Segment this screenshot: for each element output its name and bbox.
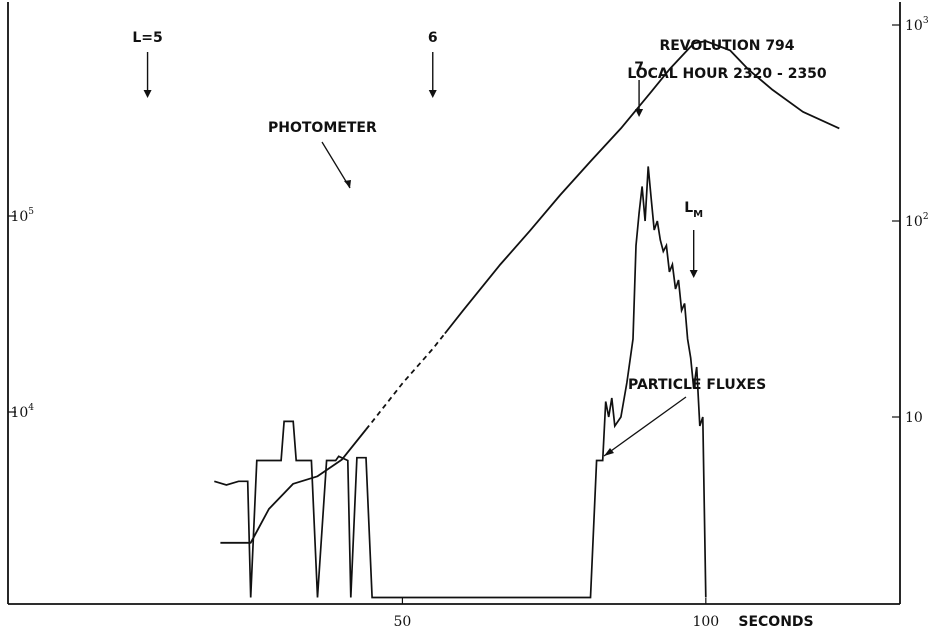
marker-arrowhead-2 xyxy=(635,109,644,117)
series-layer xyxy=(214,40,840,599)
photometer-series-label: PHOTOMETER xyxy=(268,120,377,136)
left-tick-label-1: 105 xyxy=(10,207,34,225)
marker-arrowhead-0 xyxy=(143,90,152,98)
photometer-pointer-arrowhead xyxy=(344,180,351,188)
x-axis-ticks: 50 100 xyxy=(394,598,719,630)
marker-label-2: 7 xyxy=(634,60,644,76)
marker-arrowhead-1 xyxy=(428,90,437,98)
left-axis-ticks: 104 105 xyxy=(8,207,34,421)
particle-flux-series-label: PARTICLE FLUXES xyxy=(628,377,766,393)
marker-arrowhead-3 xyxy=(689,270,698,278)
plot-frame xyxy=(7,2,901,605)
photometer-pointer-line xyxy=(321,141,351,189)
left-tick-label-0: 104 xyxy=(10,403,34,421)
x-axis-label: SECONDS xyxy=(738,614,813,630)
particle-flux-pointer-line xyxy=(603,396,687,457)
x-tick-label-0: 50 xyxy=(394,614,412,630)
particle-flux-pointer-arrowhead xyxy=(604,448,614,456)
right-tick-label-0: 10 xyxy=(905,410,923,426)
revolution-label: REVOLUTION 794 xyxy=(659,38,794,54)
photometer-line-dashed xyxy=(365,332,446,431)
marker-label-1: 6 xyxy=(428,30,438,46)
particle-flux-line xyxy=(214,166,707,599)
right-tick-label-2: 103 xyxy=(905,16,929,34)
right-tick-label-1: 102 xyxy=(905,212,929,230)
right-axis-ticks: 10 102 103 xyxy=(892,16,929,426)
marker-layer: L=5 6 7 LM xyxy=(132,30,703,278)
marker-label-0: L=5 xyxy=(132,30,162,46)
local-hour-label: LOCAL HOUR 2320 - 2350 xyxy=(627,66,827,82)
photometer-line-solid-end xyxy=(444,40,840,335)
marker-label-3: LM xyxy=(684,200,703,220)
photometer-line-solid-start xyxy=(220,428,367,544)
x-tick-label-1: 100 xyxy=(692,614,719,630)
